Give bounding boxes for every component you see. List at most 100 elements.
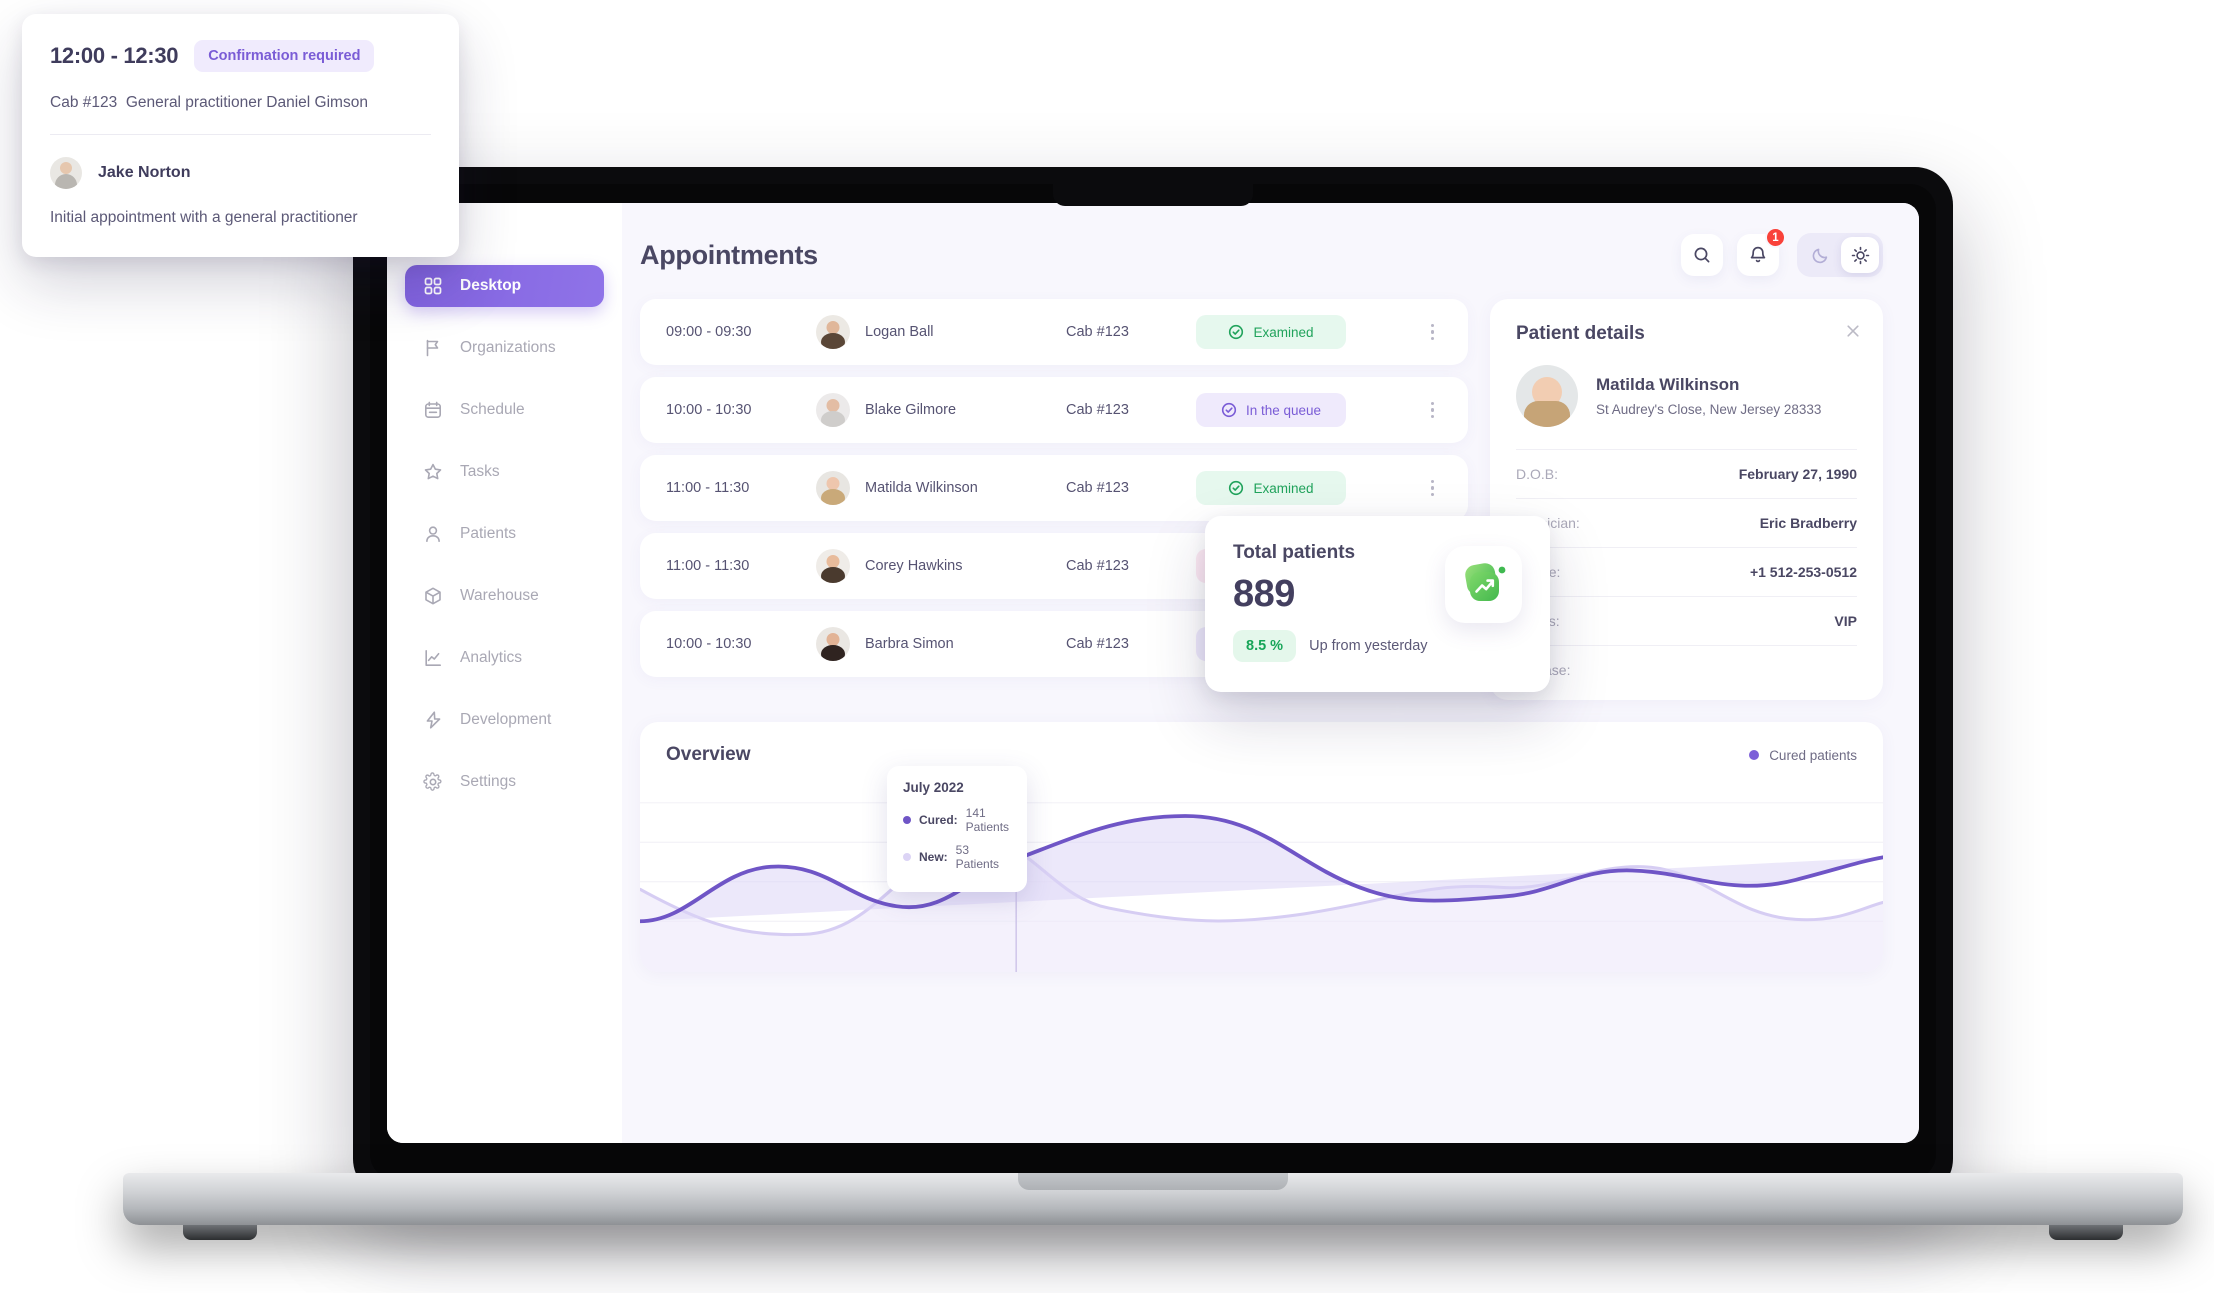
status-label: Examined <box>1253 324 1314 340</box>
appointment-time: 10:00 - 10:30 <box>666 636 752 652</box>
patient-summary: Matilda Wilkinson St Audrey's Close, New… <box>1516 365 1857 449</box>
appointment-time: 10:00 - 10:30 <box>666 402 752 418</box>
gear-icon <box>423 772 443 792</box>
tooltip-row-new: New: 53 Patients <box>903 843 1011 871</box>
close-icon[interactable] <box>1845 323 1861 339</box>
sidebar: Desktop Organizations Sc <box>387 203 622 1143</box>
appointment-cab: Cab #123 <box>1066 558 1129 574</box>
sidebar-item-desktop[interactable]: Desktop <box>405 265 604 307</box>
detail-row-dob: D.O.B: February 27, 1990 <box>1516 449 1857 498</box>
detail-row-status: Status: VIP <box>1516 596 1857 645</box>
patient-name: Matilda Wilkinson <box>1596 375 1740 394</box>
laptop-lid: Desktop Organizations Sc <box>123 167 2183 1240</box>
popup-subtitle: Cab #123 General practitioner Daniel Gim… <box>50 94 431 135</box>
sidebar-item-label: Tasks <box>460 463 500 480</box>
chart-plot-area <box>640 784 1883 972</box>
patient-name: Blake Gilmore <box>865 402 957 418</box>
table-row[interactable]: 09:00 - 09:30 Logan Ball Cab #123 <box>640 299 1468 365</box>
detail-value: Eric Bradberry <box>1759 515 1857 531</box>
search-icon <box>1694 247 1710 263</box>
theme-dark-option[interactable] <box>1801 237 1839 273</box>
status-badge: Examined <box>1196 315 1346 349</box>
chart-icon <box>423 648 443 668</box>
area-chart-svg <box>640 802 1883 972</box>
appointment-time: 09:00 - 09:30 <box>666 324 752 340</box>
avatar <box>816 549 850 583</box>
tooltip-value-new: 53 Patients <box>955 843 1000 871</box>
detail-value: February 27, 1990 <box>1738 466 1857 482</box>
sidebar-item-schedule[interactable]: Schedule <box>405 389 604 431</box>
theme-light-option[interactable] <box>1841 237 1879 273</box>
appointment-popup-card: 12:00 - 12:30 Confirmation required Cab … <box>22 14 459 257</box>
detail-value: VIP <box>1834 613 1857 629</box>
legend-label-cured: Cured patients <box>1769 747 1857 763</box>
appointment-patient: Corey Hawkins <box>816 549 1066 583</box>
bell-icon <box>1750 246 1766 263</box>
sidebar-item-settings[interactable]: Settings <box>405 761 604 803</box>
row-menu-button[interactable] <box>1423 394 1443 427</box>
laptop-foot-left <box>183 1225 257 1240</box>
row-menu-button[interactable] <box>1423 316 1443 349</box>
appointment-time: 11:00 - 11:30 <box>666 480 750 496</box>
popup-cab: Cab #123 <box>50 94 118 111</box>
check-circle-icon <box>1221 402 1237 418</box>
table-row[interactable]: 11:00 - 11:30 Matilda Wilkinson Cab #123 <box>640 455 1468 521</box>
overview-title: Overview <box>666 744 751 765</box>
appointment-cab: Cab #123 <box>1066 402 1129 418</box>
sidebar-item-label: Settings <box>460 773 517 790</box>
notifications-button[interactable]: 1 <box>1737 227 1786 276</box>
appointment-time: 11:00 - 11:30 <box>666 558 750 574</box>
moon-icon <box>1812 248 1827 263</box>
sidebar-item-analytics[interactable]: Analytics <box>405 637 604 679</box>
series-area-cured <box>640 815 1883 922</box>
sidebar-item-development[interactable]: Development <box>405 699 604 741</box>
table-row[interactable]: 10:00 - 10:30 Blake Gilmore Cab #123 <box>640 377 1468 443</box>
popup-time: 12:00 - 12:30 <box>50 43 179 68</box>
stat-footer: 8.5 % Up from yesterday <box>1233 630 1428 662</box>
appointment-cab: Cab #123 <box>1066 636 1129 652</box>
tooltip-row-cured: Cured: 141 Patients <box>903 806 1011 834</box>
stat-text-group: Total patients 889 8.5 % Up from yesterd… <box>1233 542 1428 662</box>
status-label: Examined <box>1253 480 1314 496</box>
sidebar-item-tasks[interactable]: Tasks <box>405 451 604 493</box>
sidebar-item-label: Schedule <box>460 401 525 418</box>
row-menu-button[interactable] <box>1423 472 1443 505</box>
chart-tooltip: July 2022 Cured: 141 Patients New: 53 P <box>887 766 1027 892</box>
sidebar-item-patients[interactable]: Patients <box>405 513 604 555</box>
tooltip-label-cured: Cured: <box>919 813 958 827</box>
sidebar-item-label: Organizations <box>460 339 556 356</box>
detail-row-disease: Disease: <box>1516 645 1857 694</box>
overview-chart-card: Overview Cured patients <box>640 722 1883 972</box>
detail-key: D.O.B: <box>1516 466 1559 482</box>
search-button[interactable] <box>1681 234 1723 276</box>
avatar <box>50 157 82 189</box>
grid-icon <box>423 276 443 296</box>
sidebar-item-label: Analytics <box>460 649 523 666</box>
sidebar-item-label: Patients <box>460 525 517 542</box>
stat-note: Up from yesterday <box>1309 638 1428 654</box>
avatar <box>816 471 850 505</box>
detail-row-physician: Physician: Eric Bradberry <box>1516 498 1857 547</box>
theme-toggle[interactable] <box>1797 233 1883 277</box>
laptop-mockup: Desktop Organizations Sc <box>123 167 2183 1240</box>
sidebar-item-label: Desktop <box>460 277 522 294</box>
tooltip-value-cured: 141 Patients <box>965 806 1010 834</box>
tooltip-dot-new <box>903 853 911 861</box>
appointment-patient: Matilda Wilkinson <box>816 471 1066 505</box>
series-line-cured <box>640 814 1883 924</box>
tooltip-title: July 2022 <box>903 780 964 795</box>
page-title: Appointments <box>640 239 818 270</box>
patient-name: Barbra Simon <box>865 636 954 652</box>
sidebar-item-warehouse[interactable]: Warehouse <box>405 575 604 617</box>
laptop-screen: Desktop Organizations Sc <box>387 203 1919 1143</box>
appointment-cab: Cab #123 <box>1066 480 1129 496</box>
total-patients-card: Total patients 889 8.5 % Up from yesterd… <box>1205 516 1550 692</box>
appointment-patient: Logan Ball <box>816 315 1066 349</box>
calendar-icon <box>423 400 443 420</box>
appointment-cab: Cab #123 <box>1066 324 1129 340</box>
chart-legend: Cured patients <box>1749 748 1857 763</box>
tooltip-label-new: New: <box>919 850 948 864</box>
sidebar-item-organizations[interactable]: Organizations <box>405 327 604 369</box>
popup-header: 12:00 - 12:30 Confirmation required <box>50 40 431 72</box>
